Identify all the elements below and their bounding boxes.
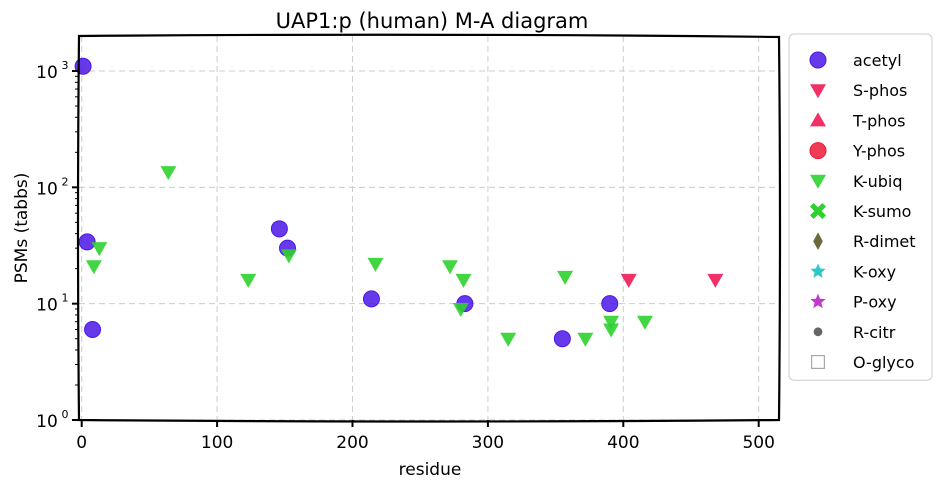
point-k-ubiq [577, 332, 594, 347]
legend-label-o-glyco: O-glyco [853, 353, 914, 372]
legend-label-k-oxy: K-oxy [853, 262, 896, 281]
y-tick-exponent: 1 [62, 292, 69, 305]
chart-title: UAP1:p (human) M-A diagram [276, 9, 589, 33]
legend-marker-o-glyco [810, 355, 825, 370]
x-tick-label: 100 [201, 433, 233, 453]
point-acetyl [84, 320, 102, 338]
x-tick-label: 200 [336, 433, 368, 453]
legend-marker-k-oxy [810, 263, 826, 278]
point-k-ubiq [85, 260, 102, 275]
data-points [74, 57, 724, 348]
legend: acetyl S-phos T-phos Y-phos K-ubiq K-sumo R-di… [788, 33, 933, 381]
legend-marker-acetyl [809, 51, 827, 69]
y-tick-label: 10 [36, 412, 58, 432]
point-k-ubiq [91, 242, 108, 257]
legend-marker-t-phos [810, 112, 826, 127]
point-k-ubiq [160, 166, 177, 181]
point-k-ubiq [603, 323, 620, 338]
point-k-ubiq [367, 257, 384, 272]
point-acetyl [78, 233, 96, 251]
point-k-ubiq [455, 273, 472, 288]
legend-marker-k-sumo [810, 203, 826, 219]
legend-label-r-dimet: R-dimet [853, 232, 916, 251]
legend-label-k-sumo: K-sumo [853, 202, 911, 221]
x-tick-label: 300 [472, 433, 504, 453]
point-acetyl [362, 290, 380, 308]
y-tick-label: 10 [36, 296, 58, 316]
plot-frame [76, 33, 782, 423]
point-k-ubiq [280, 249, 297, 264]
legend-marker-r-citr [813, 327, 823, 337]
legend-marker-p-oxy [810, 293, 826, 309]
point-k-ubiq [636, 315, 653, 330]
legend-marker-y-phos [809, 142, 827, 160]
x-tick-label: 400 [607, 433, 639, 453]
point-k-ubiq [441, 260, 458, 275]
x-axis-label: residue [399, 460, 462, 480]
point-k-ubiq [557, 270, 574, 285]
x-tick-label: 500 [742, 433, 774, 453]
y-tick-exponent: 0 [62, 408, 69, 421]
y-tick-exponent: 2 [62, 175, 69, 188]
legend-label-y-phos: Y-phos [852, 142, 905, 161]
point-s-phos [707, 273, 724, 288]
legend-label-r-citr: R-citr [853, 323, 896, 342]
y-axis-label: PSMs (tabbs) [12, 173, 32, 284]
legend-label-k-ubiq: K-ubiq [853, 172, 902, 191]
legend-label-acetyl: acetyl [853, 51, 902, 70]
point-acetyl [601, 295, 619, 313]
y-tick-label: 10 [36, 179, 58, 199]
legend-marker-r-dimet [813, 232, 823, 250]
point-k-ubiq [240, 273, 257, 288]
legend-marker-s-phos [810, 84, 826, 99]
grid-lines [79, 36, 779, 421]
point-s-phos [620, 273, 637, 288]
y-tick-label: 10 [36, 63, 58, 83]
point-k-ubiq [500, 332, 517, 347]
point-k-ubiq [603, 315, 620, 330]
legend-label-p-oxy: P-oxy [853, 293, 897, 312]
legend-marker-k-ubiq [810, 174, 826, 189]
y-tick-exponent: 3 [62, 59, 69, 72]
point-acetyl [553, 330, 571, 348]
legend-box [788, 33, 933, 381]
point-k-ubiq [452, 302, 469, 317]
legend-label-s-phos: S-phos [853, 81, 907, 100]
point-acetyl [270, 220, 288, 238]
legend-label-t-phos: T-phos [852, 111, 906, 130]
x-tick-label: 0 [76, 433, 87, 453]
